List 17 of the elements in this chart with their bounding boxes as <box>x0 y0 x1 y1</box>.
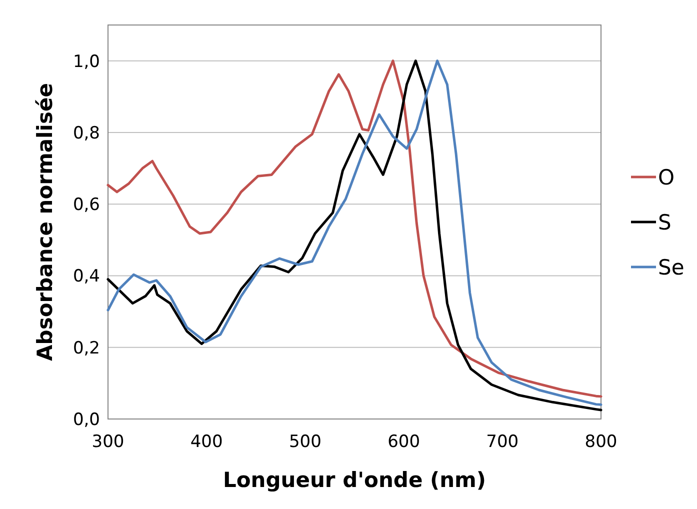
y-axis-title: Absorbance normalisée <box>33 83 57 361</box>
y-tick-label: 0,8 <box>72 123 100 144</box>
y-tick-label: 1,0 <box>72 52 100 72</box>
x-tick-label: 600 <box>388 432 420 452</box>
y-tick-label: 0,6 <box>72 195 100 216</box>
legend-label: O <box>658 165 675 190</box>
x-tick-label: 300 <box>92 432 124 452</box>
x-tick-label: 700 <box>486 432 519 452</box>
legend-label: S <box>658 210 672 234</box>
y-tick-label: 0,0 <box>72 410 100 430</box>
x-tick-label: 800 <box>584 432 618 452</box>
x-tick-label: 500 <box>288 432 322 452</box>
x-tick-label: 400 <box>190 432 223 452</box>
legend-label: Se <box>658 255 684 280</box>
y-tick-label: 0,4 <box>72 266 100 287</box>
y-tick-label: 0,2 <box>72 338 100 358</box>
x-axis-title: Longueur d'onde (nm) <box>222 468 486 492</box>
